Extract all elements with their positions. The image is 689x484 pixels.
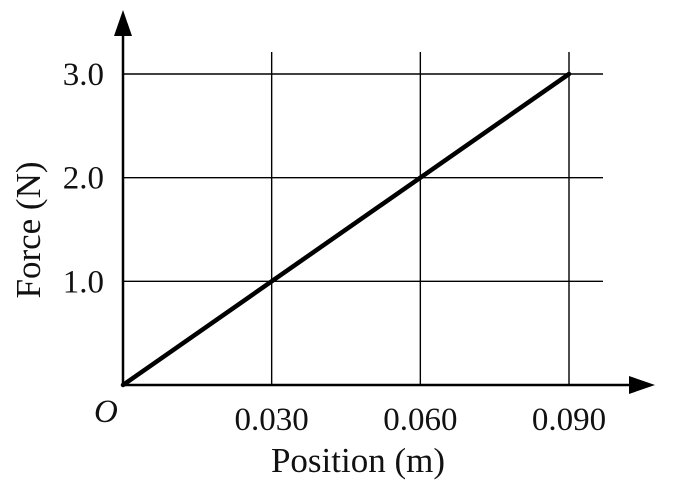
x-axis-arrowhead xyxy=(629,376,655,394)
series-line-1 xyxy=(120,71,572,388)
x-tick-label: 0.030 xyxy=(235,402,309,438)
x-tick-label: 0.090 xyxy=(532,402,606,438)
data-series xyxy=(120,71,572,388)
x-tick-label: 0.060 xyxy=(383,402,457,438)
grid-lines xyxy=(123,52,603,385)
y-tick-label: 2.0 xyxy=(63,161,104,197)
y-tick-labels: 1.0 2.0 3.0 xyxy=(63,57,104,300)
y-tick-label: 1.0 xyxy=(63,264,104,300)
origin-label: O xyxy=(94,394,118,430)
x-tick-labels: 0.030 0.060 0.090 xyxy=(235,402,607,438)
y-axis-arrowhead xyxy=(114,10,132,36)
axes xyxy=(114,10,655,394)
y-axis-title: Force (N) xyxy=(9,161,48,298)
x-axis-title: Position (m) xyxy=(271,441,445,480)
y-tick-label: 3.0 xyxy=(63,57,104,93)
